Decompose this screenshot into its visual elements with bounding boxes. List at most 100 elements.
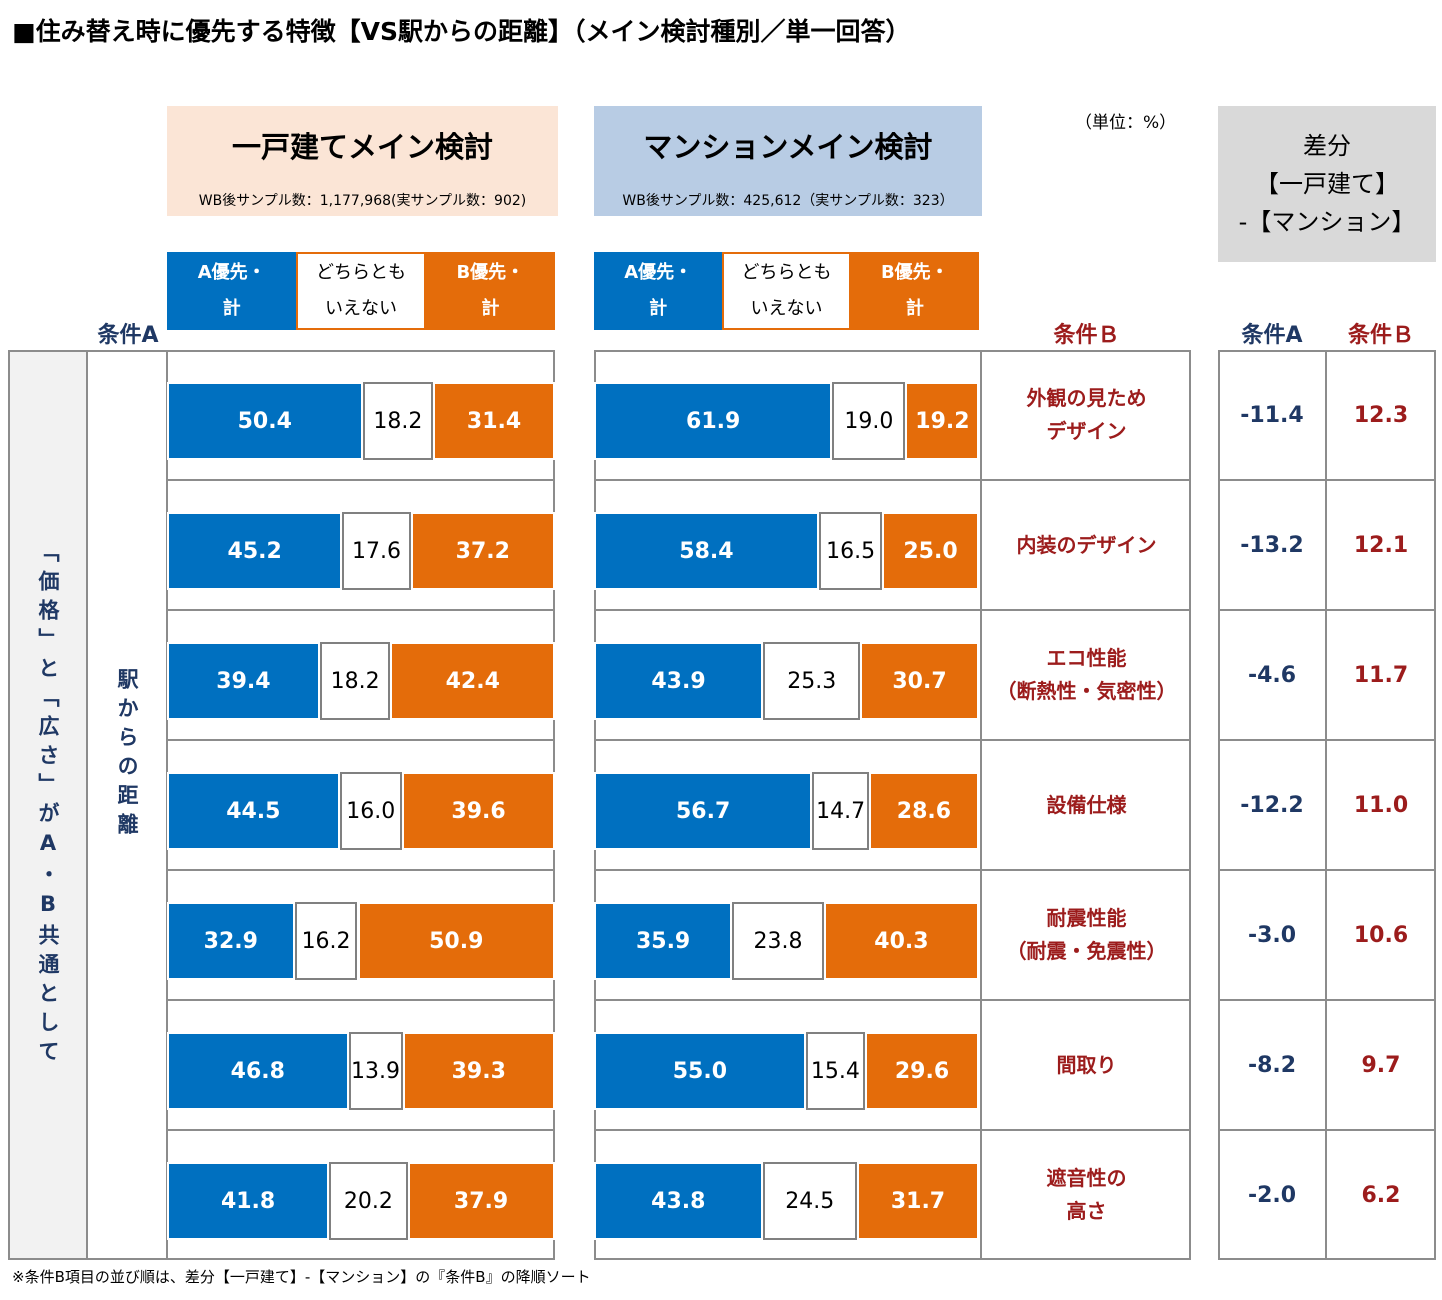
common-label: 「価格」と「広さ」がA・B共通として	[36, 541, 60, 1069]
row-line	[166, 739, 555, 741]
row-line	[1218, 609, 1436, 611]
diff-title: 差分 【一戸建て】 -【マンション】	[1218, 106, 1436, 262]
bar-segment	[348, 1032, 403, 1110]
bar-label: 19.0	[844, 408, 894, 434]
bar-label: 18.2	[330, 668, 380, 694]
diff-a: -12.2	[1240, 792, 1304, 818]
bar-label: 14.7	[816, 798, 866, 824]
bar-segment	[390, 642, 555, 720]
bar-label: 39.3	[451, 1058, 506, 1084]
bar-label: 37.9	[453, 1188, 509, 1214]
unit: （単位：%）	[1075, 113, 1177, 133]
bar-label: 24.5	[785, 1188, 835, 1214]
bar-label: 45.2	[227, 538, 282, 564]
bar-segment	[167, 1162, 330, 1240]
row-line	[594, 999, 1191, 1001]
diff-b: 11.0	[1353, 792, 1409, 818]
row-line	[594, 869, 1191, 871]
diff-col-b: 条件Ｂ	[1347, 323, 1414, 348]
bar-label: 43.9	[651, 668, 706, 694]
row-line	[166, 869, 555, 871]
bar-label: 32.9	[203, 928, 258, 954]
bar-segment	[319, 642, 391, 720]
bar-label: 25.3	[787, 668, 837, 694]
bar-segment	[329, 1162, 408, 1240]
diff-b: 12.3	[1353, 402, 1409, 428]
diff-b: 11.7	[1353, 662, 1409, 688]
row-line	[166, 609, 555, 611]
item-a-label: 駅からの距離	[115, 668, 139, 842]
bar-segment	[823, 902, 979, 980]
bar-segment	[732, 902, 824, 980]
bar-segment	[594, 382, 833, 460]
diff-a: -3.0	[1247, 922, 1297, 948]
bar-label: 25.0	[903, 538, 958, 564]
bar-segment	[818, 512, 883, 590]
bar-segment	[167, 902, 295, 980]
diff-b: 6.2	[1361, 1182, 1401, 1208]
diff-divider	[1325, 350, 1327, 1260]
bar-segment	[362, 382, 434, 460]
diff-a: -4.6	[1247, 662, 1297, 688]
bar-segment	[594, 512, 819, 590]
legend-entry: どちらとも いえない	[722, 252, 851, 330]
bar-label: 42.4	[445, 668, 500, 694]
diff-b: 9.7	[1361, 1052, 1401, 1078]
row-line	[166, 1129, 555, 1131]
chart-subtitle: WB後サンプル数：1,177,968(実サンプル数：902)	[198, 193, 527, 209]
bar-segment	[167, 382, 363, 460]
legend-entry: B優先・ 計	[425, 252, 555, 330]
legend-entry: A優先・ 計	[167, 252, 297, 330]
bar-label: 15.4	[810, 1058, 860, 1084]
bar-label: 61.9	[686, 408, 741, 434]
bar-segment	[882, 512, 979, 590]
bar-label: 39.4	[216, 668, 271, 694]
bar-segment	[402, 1032, 555, 1110]
bar-segment	[868, 772, 979, 850]
bar-label: 58.4	[679, 538, 734, 564]
bar-label: 50.9	[429, 928, 484, 954]
chart-header	[594, 106, 982, 216]
row-line	[594, 609, 1191, 611]
row-line	[1218, 1129, 1436, 1131]
bar-segment	[167, 642, 320, 720]
diff-col-a: 条件A	[1241, 323, 1303, 348]
chart-title: 一戸建てメイン検討	[231, 130, 493, 164]
bar-label: 30.7	[892, 668, 947, 694]
bar-label: 28.6	[896, 798, 952, 824]
diff-frame	[1218, 350, 1436, 1260]
bar-label: 17.6	[352, 538, 401, 564]
bar-segment	[339, 772, 402, 850]
bar-label: 39.6	[451, 798, 506, 824]
condition-b-header: 条件Ｂ	[1053, 323, 1120, 348]
title: ■住み替え時に優先する特徴【VS駅からの距離】（メイン検討種別／単一回答）	[12, 17, 911, 46]
bar-segment	[433, 382, 555, 460]
bar-label: 37.2	[455, 538, 510, 564]
diff-a: -11.4	[1240, 402, 1304, 428]
bar-segment	[357, 902, 555, 980]
chart-subtitle: WB後サンプル数：425,612（実サンプル数：323）	[622, 193, 954, 209]
condition-b-label: 内装のデザイン	[1016, 532, 1157, 557]
row-line	[594, 739, 1191, 741]
row-line	[1218, 999, 1436, 1001]
bar-label: 46.8	[230, 1058, 285, 1084]
bar-segment	[167, 512, 343, 590]
bar-segment	[401, 772, 556, 850]
bar-segment	[763, 642, 861, 720]
bar-label: 16.2	[301, 928, 351, 954]
bar-label: 16.0	[346, 798, 396, 824]
bar-label: 20.2	[343, 1188, 393, 1214]
row-line	[1218, 739, 1436, 741]
bar-label: 56.7	[676, 798, 731, 824]
diff-a: -8.2	[1247, 1052, 1297, 1078]
bar-label: 16.5	[826, 538, 876, 564]
label-divider	[980, 350, 982, 1260]
bar-segment	[762, 1162, 857, 1240]
bar-label: 31.4	[466, 408, 522, 434]
bar-segment	[294, 902, 358, 980]
bar-segment	[167, 1032, 349, 1110]
bar-label: 19.2	[915, 408, 970, 434]
bar-label: 18.2	[373, 408, 423, 434]
row-line	[166, 479, 555, 481]
